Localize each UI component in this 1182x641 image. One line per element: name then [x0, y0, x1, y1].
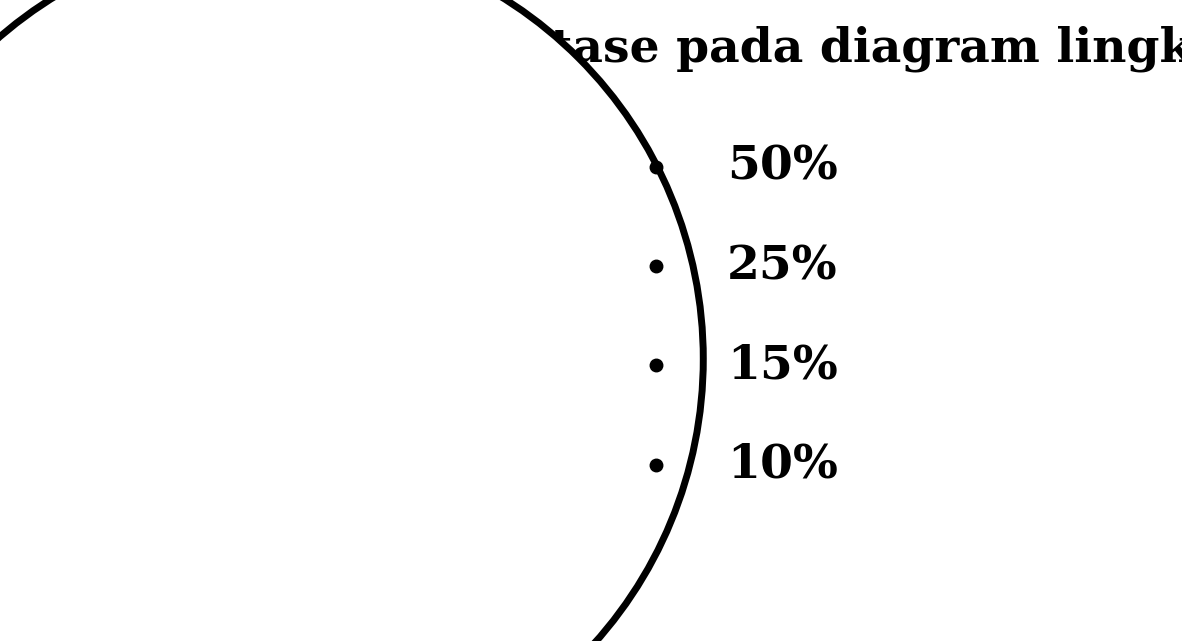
Text: 50%: 50%	[727, 144, 838, 190]
Ellipse shape	[0, 0, 703, 641]
Text: 10%: 10%	[727, 442, 838, 488]
Text: berikut.: berikut.	[24, 122, 235, 168]
Text: Tentukanlah persentase pada diagram lingkaran: Tentukanlah persentase pada diagram ling…	[24, 26, 1182, 72]
Text: 25%: 25%	[727, 243, 838, 289]
Text: 15%: 15%	[727, 342, 838, 388]
